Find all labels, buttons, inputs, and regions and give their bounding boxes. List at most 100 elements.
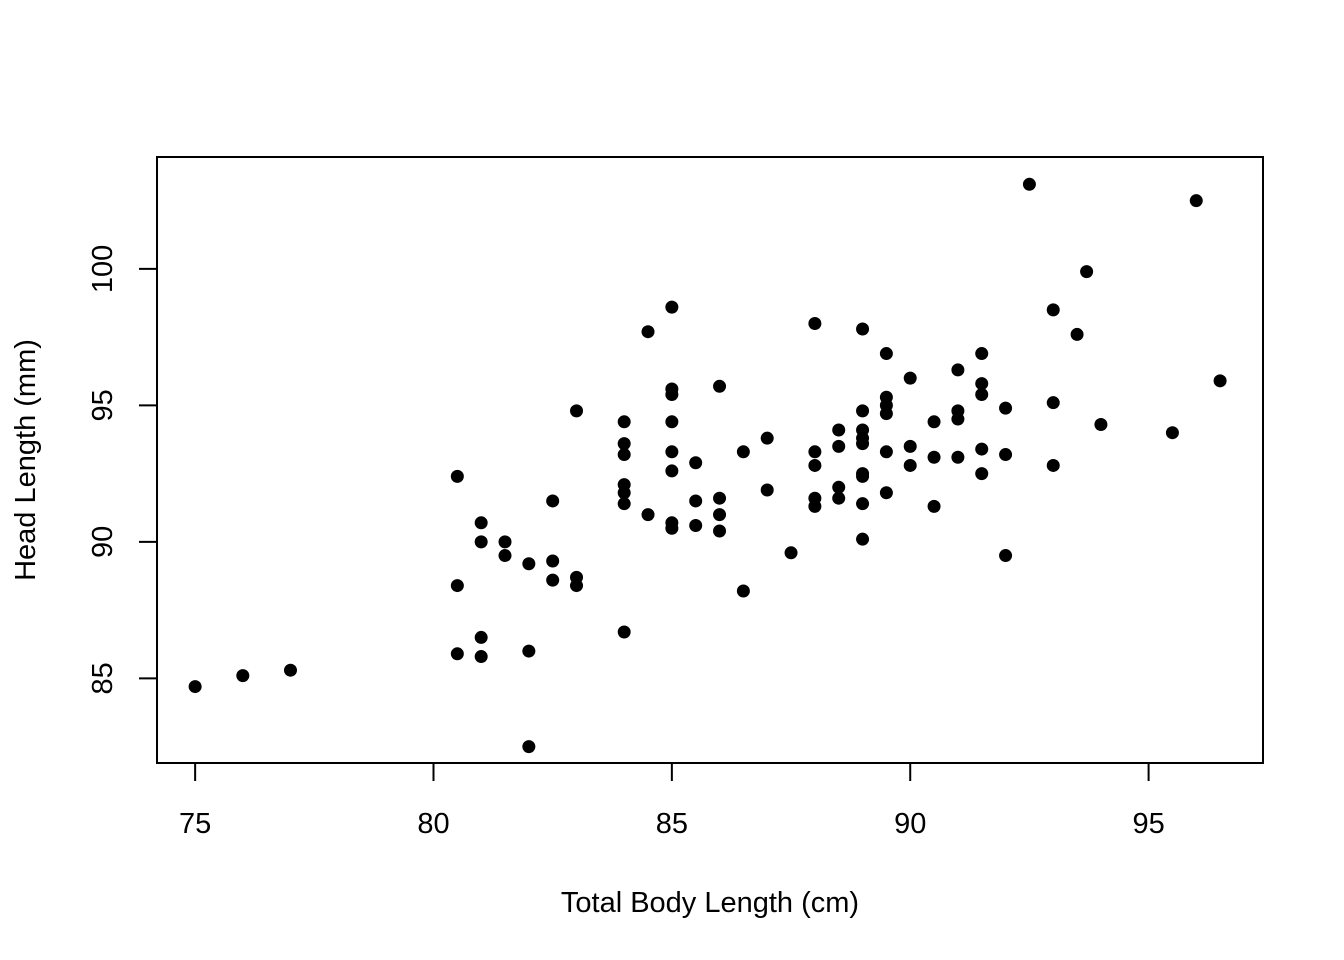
data-point xyxy=(546,554,560,568)
data-point xyxy=(522,557,536,571)
data-point xyxy=(713,524,727,538)
data-point xyxy=(856,497,870,511)
data-point xyxy=(665,445,679,459)
x-tick-label: 80 xyxy=(417,808,449,840)
data-point xyxy=(1189,194,1203,208)
data-point xyxy=(450,469,464,483)
y-tick-label: 100 xyxy=(87,245,119,293)
data-point xyxy=(1070,327,1084,341)
data-point xyxy=(856,437,870,451)
data-point xyxy=(951,412,965,426)
data-point xyxy=(927,415,941,429)
data-point xyxy=(617,625,631,639)
data-point xyxy=(951,450,965,464)
y-tick-label: 90 xyxy=(87,526,119,558)
data-point xyxy=(903,458,917,472)
y-tick-label: 95 xyxy=(87,389,119,421)
data-point xyxy=(283,663,297,677)
data-point xyxy=(665,415,679,429)
data-point xyxy=(522,740,536,754)
plot-frame xyxy=(156,156,1264,764)
data-point xyxy=(1046,303,1060,317)
data-point xyxy=(832,439,846,453)
data-point xyxy=(713,379,727,393)
x-tick-label: 95 xyxy=(1132,808,1164,840)
data-point xyxy=(689,456,703,470)
data-point xyxy=(665,521,679,535)
data-point xyxy=(1046,396,1060,410)
data-point xyxy=(546,573,560,587)
data-point xyxy=(450,579,464,593)
data-point xyxy=(474,630,488,644)
data-point xyxy=(522,644,536,658)
x-tick-label: 90 xyxy=(894,808,926,840)
data-point xyxy=(927,450,941,464)
data-point xyxy=(975,347,989,361)
data-point xyxy=(1165,426,1179,440)
data-point xyxy=(1094,418,1108,432)
data-point xyxy=(975,467,989,481)
points-group xyxy=(188,177,1227,754)
data-point xyxy=(975,377,989,391)
data-point xyxy=(641,325,655,339)
data-point xyxy=(856,469,870,483)
data-point xyxy=(903,371,917,385)
data-point xyxy=(808,317,822,331)
y-axis-title: Head Length (mm) xyxy=(10,339,42,581)
y-axis: 85 90 95 100 xyxy=(87,245,158,695)
data-point xyxy=(760,431,774,445)
data-point xyxy=(975,387,989,401)
data-point xyxy=(1213,374,1227,388)
data-point xyxy=(570,404,584,418)
data-point xyxy=(999,401,1013,415)
data-point xyxy=(617,437,631,451)
data-point xyxy=(665,464,679,478)
data-point xyxy=(617,448,631,462)
data-point xyxy=(999,448,1013,462)
data-point xyxy=(188,680,202,694)
data-point xyxy=(713,508,727,522)
data-point xyxy=(808,445,822,459)
data-point xyxy=(641,508,655,522)
x-tick-label: 85 xyxy=(656,808,688,840)
data-point xyxy=(879,407,893,421)
data-point xyxy=(856,532,870,546)
data-point xyxy=(474,650,488,664)
data-point xyxy=(474,535,488,549)
y-tick-label: 85 xyxy=(87,662,119,694)
data-point xyxy=(879,445,893,459)
data-point xyxy=(617,415,631,429)
data-point xyxy=(832,491,846,505)
data-point xyxy=(1046,458,1060,472)
data-point xyxy=(617,486,631,500)
data-point xyxy=(784,546,798,560)
data-point xyxy=(903,439,917,453)
data-point xyxy=(951,363,965,377)
data-point xyxy=(665,300,679,314)
data-point xyxy=(713,491,727,505)
data-point xyxy=(879,347,893,361)
data-point xyxy=(570,579,584,593)
data-point xyxy=(498,549,512,563)
data-point xyxy=(856,322,870,336)
data-point xyxy=(736,584,750,598)
data-point xyxy=(808,458,822,472)
data-point xyxy=(665,387,679,401)
data-point xyxy=(832,423,846,437)
data-point xyxy=(927,499,941,513)
x-axis-title: Total Body Length (cm) xyxy=(561,887,859,919)
data-point xyxy=(498,535,512,549)
data-point xyxy=(736,445,750,459)
data-point xyxy=(879,486,893,500)
data-point xyxy=(474,516,488,530)
data-point xyxy=(689,519,703,533)
data-point xyxy=(1080,265,1094,279)
data-point xyxy=(617,497,631,511)
data-point xyxy=(689,494,703,508)
data-point xyxy=(832,480,846,494)
data-point xyxy=(999,549,1013,563)
data-point xyxy=(236,669,250,683)
data-point xyxy=(1022,177,1036,191)
data-point xyxy=(856,404,870,418)
